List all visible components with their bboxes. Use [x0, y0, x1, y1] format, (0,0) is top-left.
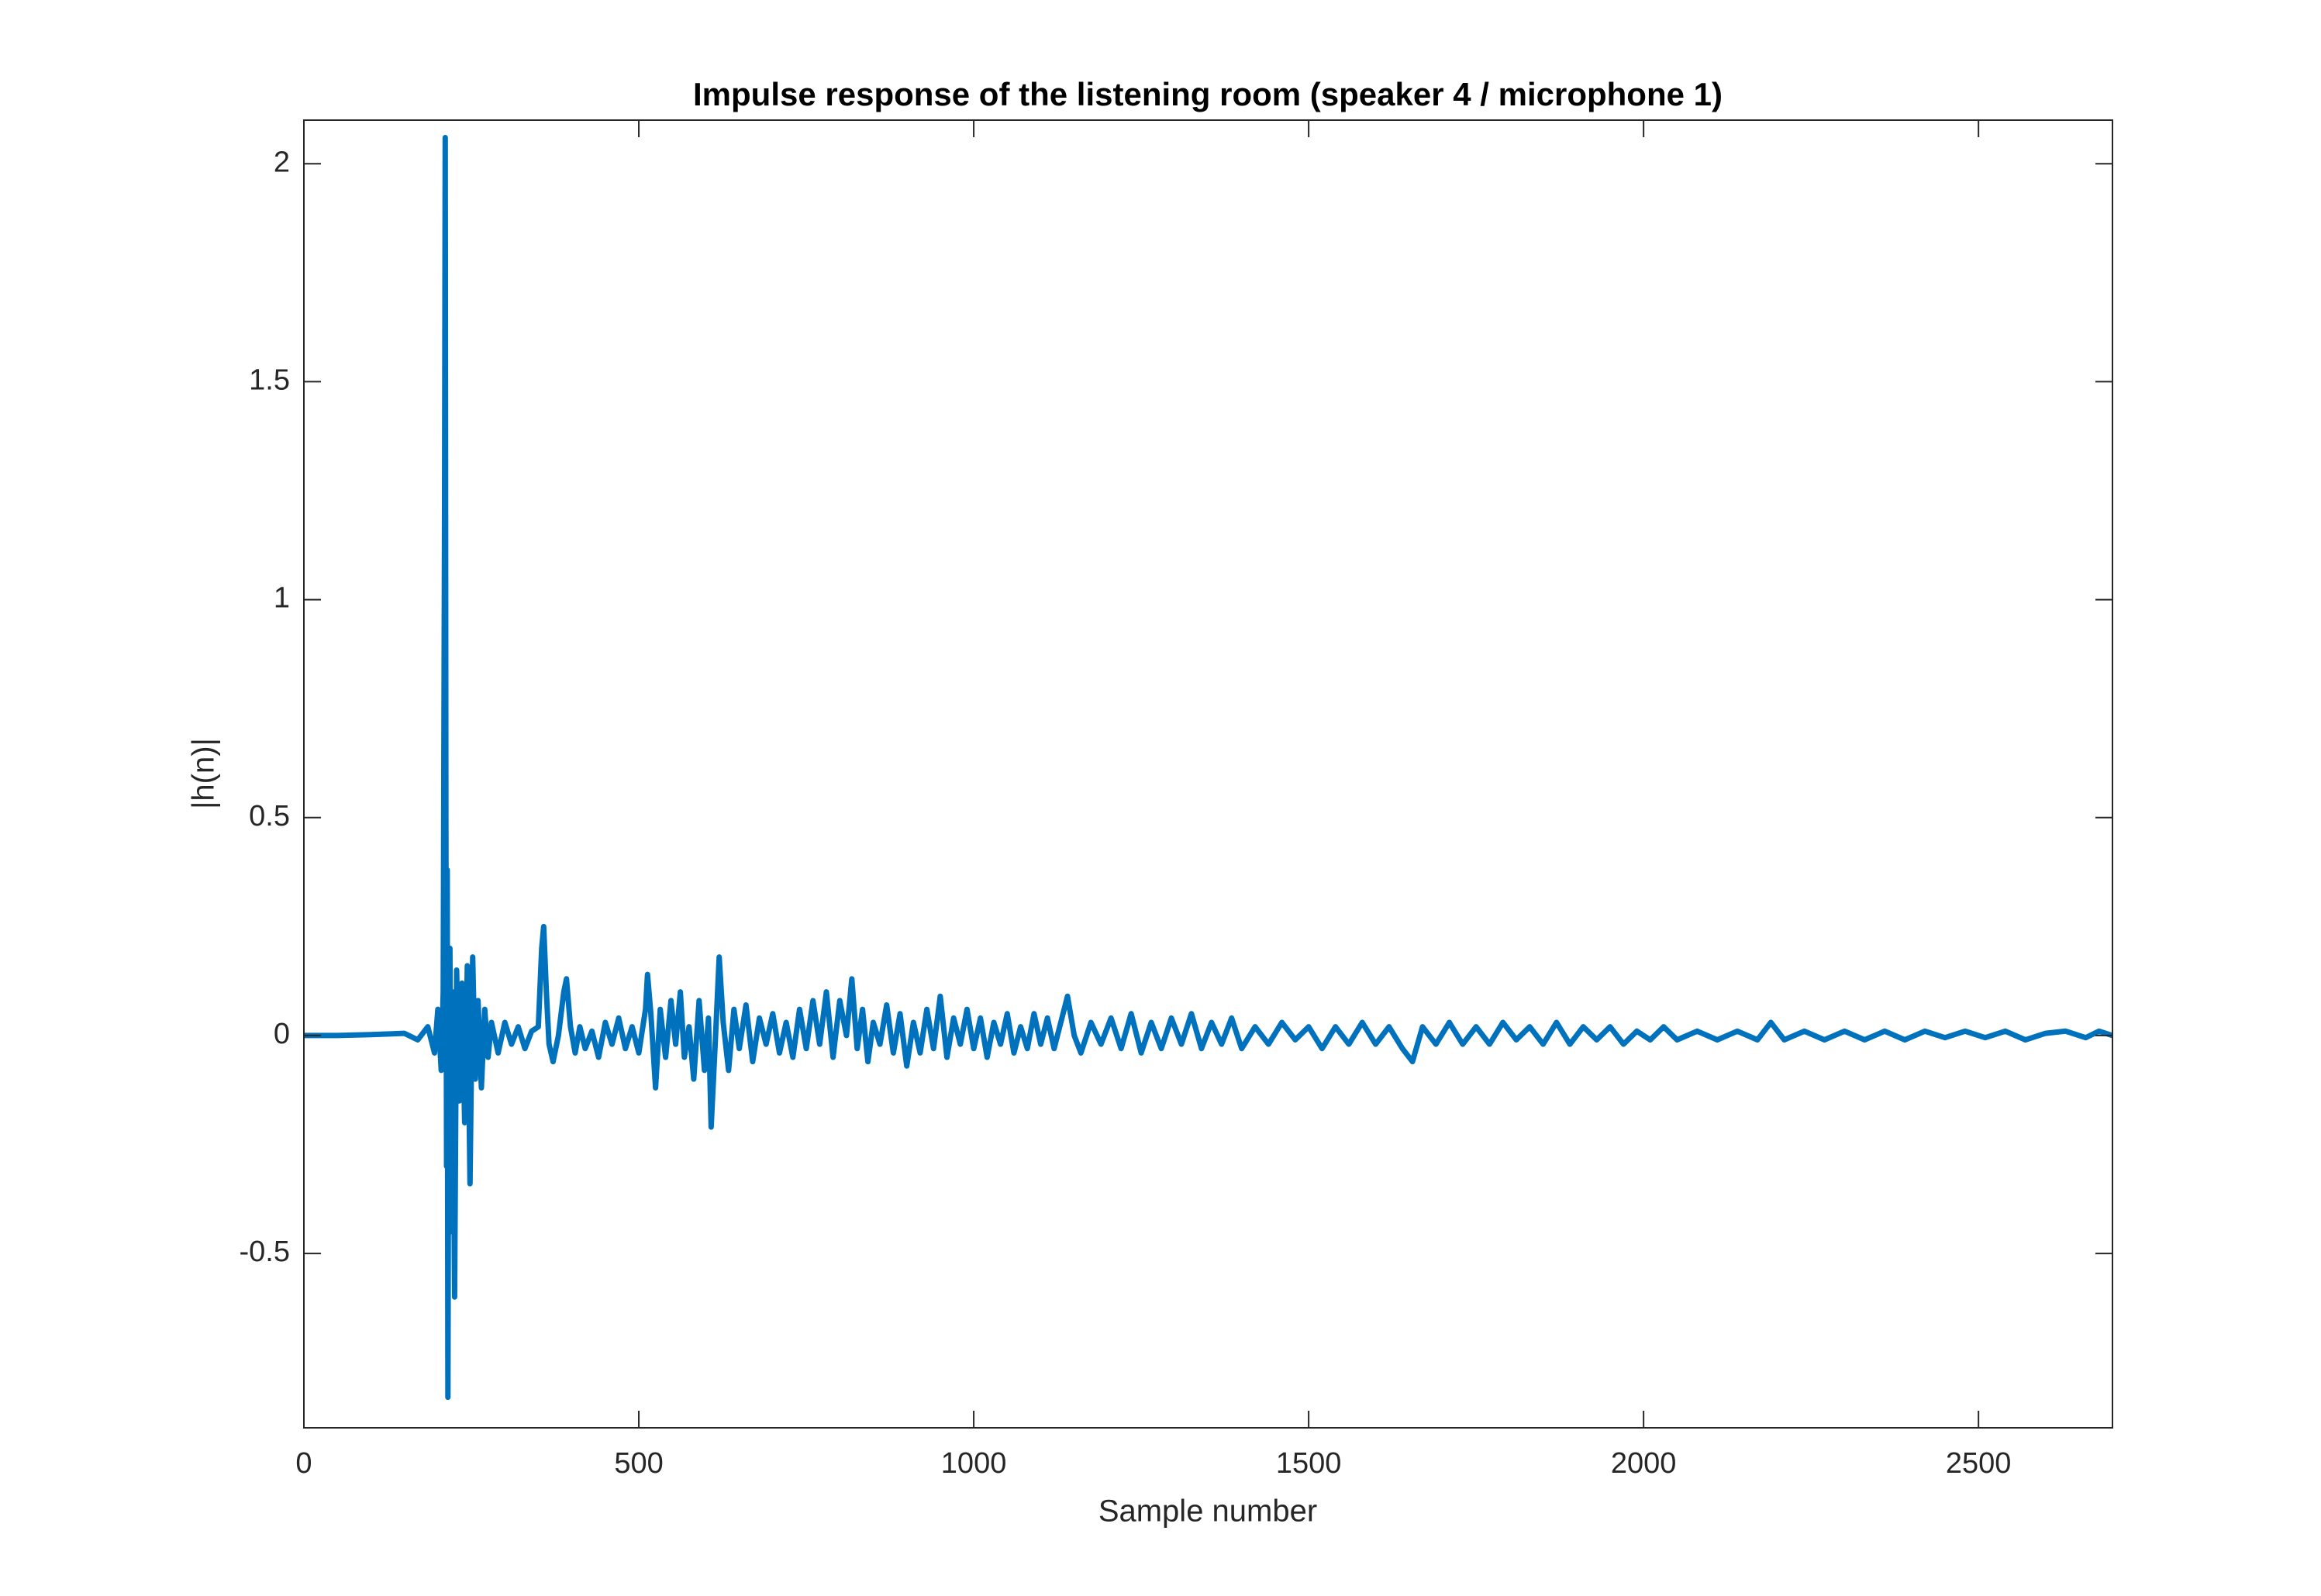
x-tick-label: 1500 — [1276, 1447, 1342, 1480]
data-line — [304, 134, 2114, 1401]
y-tick-label: -0.5 — [240, 1236, 290, 1268]
axes-box — [303, 119, 2113, 1429]
x-tick-label: 2000 — [1611, 1447, 1677, 1480]
x-tick-label: 0 — [295, 1447, 312, 1480]
x-tick-label: 500 — [614, 1447, 663, 1480]
x-tick-label: 2500 — [1946, 1447, 2012, 1480]
y-tick-label: 1 — [274, 582, 290, 615]
x-tick-label: 1000 — [941, 1447, 1007, 1480]
y-tick-label: 0.5 — [249, 800, 290, 832]
chart-title: Impulse response of the listening room (… — [693, 76, 1723, 112]
y-axis-label: |h(n)| — [187, 738, 221, 809]
x-axis-label: Sample number — [1098, 1494, 1317, 1529]
y-tick-label: 1.5 — [249, 364, 290, 396]
y-tick-label: 0 — [274, 1018, 290, 1050]
y-tick-label: 2 — [274, 146, 290, 178]
